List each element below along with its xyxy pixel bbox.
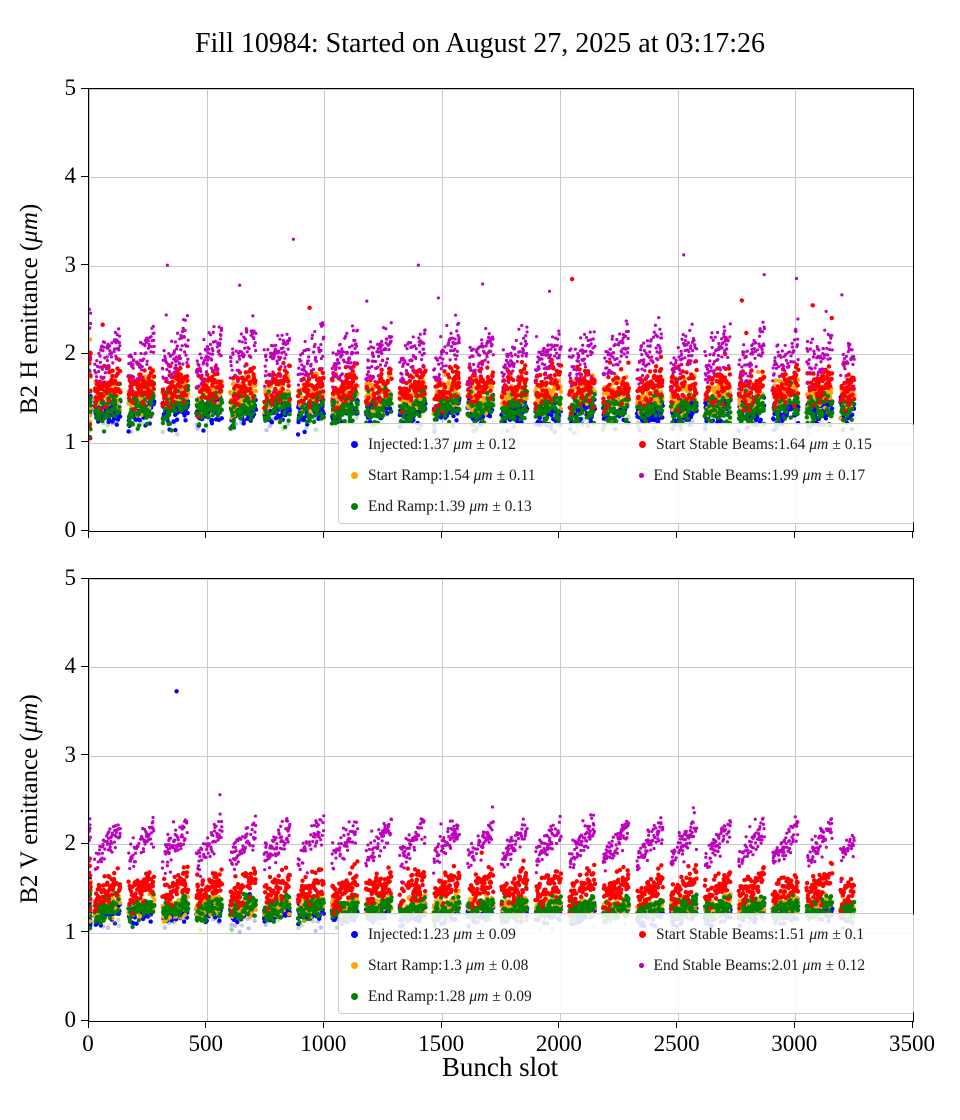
y-tick-mark — [81, 842, 88, 844]
legend-marker-injected — [351, 441, 358, 448]
legend-label-start-stable: Start Stable Beams:1.51 μm ± 0.1 — [656, 925, 865, 943]
x-tick-mark — [558, 1021, 560, 1028]
legend-label-end-ramp: End Ramp:1.39 μm ± 0.13 — [368, 497, 532, 515]
legend-item-end-ramp: End Ramp:1.28 μm ± 0.09 — [351, 981, 532, 1012]
y-tick-mark — [81, 87, 88, 89]
x-tick-label: 1500 — [418, 1031, 465, 1056]
x-tick-mark — [793, 531, 795, 538]
y-tick-mark — [81, 264, 88, 266]
x-tick-mark — [322, 1021, 324, 1028]
x-tick-mark — [440, 1021, 442, 1028]
legend-marker-injected — [351, 931, 358, 938]
y-tick-label: 1 — [64, 918, 77, 944]
figure-title: Fill 10984: Started on August 27, 2025 a… — [194, 28, 766, 59]
legend-marker-end-ramp — [351, 993, 358, 1000]
x-tick-mark — [205, 531, 207, 538]
legend-marker-start-stable — [639, 441, 646, 448]
x-tick-label: 1000 — [300, 1031, 347, 1056]
legend-top: Injected:1.37 μm ± 0.12 Start Ramp:1.54 μm ±… — [338, 423, 914, 524]
y-tick-mark — [81, 754, 88, 756]
legend-item-start-stable: Start Stable Beams:1.51 μm ± 0.1 — [639, 919, 865, 950]
y-axis-label-b2v: B2 V emittance (μm) — [16, 694, 44, 904]
y-tick-label: 0 — [64, 517, 77, 542]
x-tick-mark — [911, 531, 913, 538]
x-axis-label: Bunch slot — [441, 1052, 559, 1082]
x-tick-mark — [676, 1021, 678, 1028]
legend-label-injected: Injected:1.37 μm ± 0.12 — [368, 435, 516, 453]
legend-label-end-stable: End Stable Beams:1.99 μm ± 0.17 — [653, 466, 866, 484]
x-tick-label: 2000 — [535, 1031, 582, 1056]
legend-label-end-ramp: End Ramp:1.28 μm ± 0.09 — [368, 987, 532, 1005]
x-tick-mark — [911, 1021, 913, 1028]
x-tick-mark — [205, 1021, 207, 1028]
y-axis-label-b2h: B2 H emittance (μm) — [16, 204, 44, 414]
y-tick-label: 0 — [64, 1007, 77, 1032]
x-tick-label: 3000 — [771, 1031, 818, 1056]
y-tick-mark — [81, 529, 88, 531]
legend-marker-end-ramp — [351, 503, 358, 510]
y-tick-mark — [81, 931, 88, 933]
legend-label-start-stable: Start Stable Beams:1.64 μm ± 0.15 — [656, 435, 872, 453]
y-axis-unit: μm — [16, 702, 43, 734]
legend-item-injected: Injected:1.23 μm ± 0.09 — [351, 919, 532, 950]
legend-label-start-ramp: Start Ramp:1.3 μm ± 0.08 — [368, 956, 529, 974]
x-tick-mark — [322, 531, 324, 538]
legend-item-end-stable: End Stable Beams:1.99 μm ± 0.17 — [639, 460, 872, 491]
y-tick-mark — [81, 577, 88, 579]
y-tick-label: 4 — [64, 653, 77, 679]
y-tick-label: 5 — [64, 565, 77, 590]
legend-item-start-stable: Start Stable Beams:1.64 μm ± 0.15 — [639, 429, 872, 460]
x-tick-mark — [87, 1021, 89, 1028]
legend-item-start-ramp: Start Ramp:1.54 μm ± 0.11 — [351, 460, 536, 491]
y-tick-mark — [81, 352, 88, 354]
y-tick-mark — [81, 175, 88, 177]
legend-item-injected: Injected:1.37 μm ± 0.12 — [351, 429, 536, 460]
legend-label-end-stable: End Stable Beams:2.01 μm ± 0.12 — [653, 956, 866, 974]
y-tick-label: 1 — [64, 428, 77, 454]
y-tick-label: 4 — [64, 163, 77, 189]
legend-item-end-stable: End Stable Beams:2.01 μm ± 0.12 — [639, 950, 865, 981]
y-axis-label-close: ) — [16, 694, 43, 703]
y-tick-label: 3 — [64, 741, 77, 767]
y-tick-mark — [81, 665, 88, 667]
x-tick-label: 500 — [188, 1031, 223, 1056]
x-tick-label: 2500 — [653, 1031, 700, 1056]
x-tick-mark — [87, 531, 89, 538]
x-tick-label: 0 — [82, 1031, 94, 1056]
legend-marker-end-stable — [639, 473, 644, 478]
legend-marker-end-stable — [639, 963, 644, 968]
y-tick-mark — [81, 1019, 88, 1021]
x-tick-mark — [793, 1021, 795, 1028]
x-tick-label: 3500 — [889, 1031, 935, 1056]
y-axis-unit: μm — [16, 212, 43, 243]
legend-marker-start-stable — [639, 931, 646, 938]
y-tick-label: 5 — [64, 75, 77, 100]
legend-marker-start-ramp — [351, 962, 358, 969]
legend-item-start-ramp: Start Ramp:1.3 μm ± 0.08 — [351, 950, 532, 981]
y-tick-label: 2 — [64, 340, 77, 366]
legend-label-injected: Injected:1.23 μm ± 0.09 — [368, 925, 516, 943]
legend-marker-start-ramp — [351, 472, 358, 479]
legend-label-start-ramp: Start Ramp:1.54 μm ± 0.11 — [368, 466, 536, 484]
x-tick-mark — [440, 531, 442, 538]
x-tick-mark — [676, 531, 678, 538]
legend-item-end-ramp: End Ramp:1.39 μm ± 0.13 — [351, 491, 536, 522]
y-tick-label: 3 — [64, 251, 77, 277]
y-axis-label-close: ) — [16, 203, 43, 213]
legend-bottom: Injected:1.23 μm ± 0.09 Start Ramp:1.3 μm ± … — [338, 913, 914, 1014]
x-tick-mark — [558, 531, 560, 538]
y-tick-label: 2 — [64, 830, 77, 856]
y-tick-mark — [81, 441, 88, 443]
